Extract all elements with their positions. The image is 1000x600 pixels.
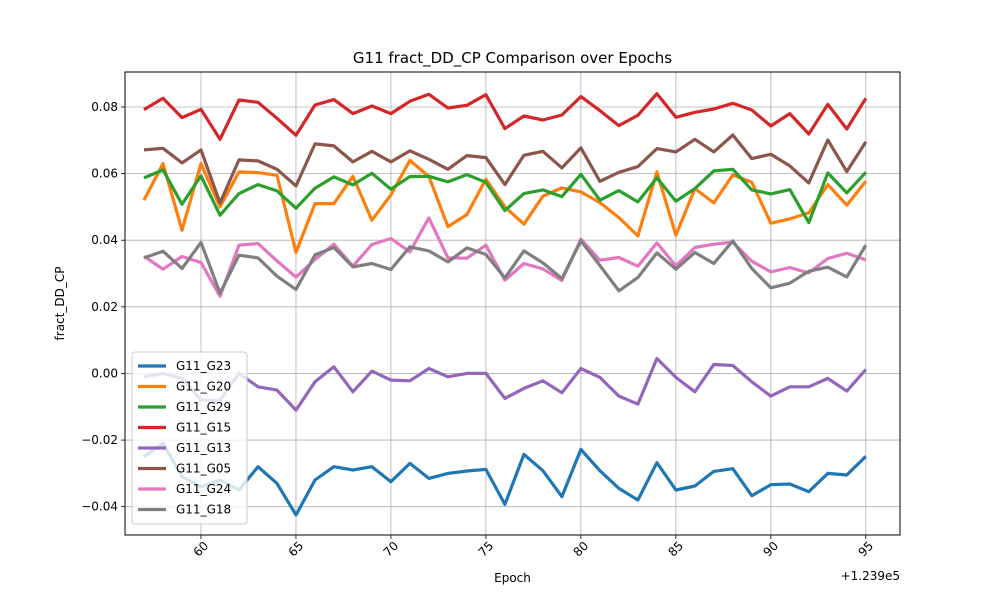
legend-entry: G11_G18 xyxy=(176,503,231,517)
y-axis-ticks: −0.04 −0.02 0.00 0.02 0.04 0.06 0.08 xyxy=(81,100,125,514)
series-line-g11-g18 xyxy=(143,239,868,295)
series-line-g11-g23 xyxy=(143,441,867,517)
y-axis-label: fract_DD_CP xyxy=(53,267,67,341)
series-line-g11-g20 xyxy=(142,158,868,255)
legend-entry: G11_G24 xyxy=(176,482,231,496)
legend-entry: G11_G23 xyxy=(176,359,231,373)
series-line-g11-g05 xyxy=(143,133,868,205)
series-line-g11-g24 xyxy=(143,216,867,298)
legend: G11_G23 G11_G20 G11_G29 G11_G15 G11_G13 G11_G… xyxy=(131,351,248,525)
y-tick-label: 0.00 xyxy=(91,366,118,380)
legend-entry: G11_G13 xyxy=(176,441,231,455)
y-tick-label: −0.02 xyxy=(81,433,118,447)
plot-frame xyxy=(124,71,901,536)
y-tick-label: 0.04 xyxy=(91,233,118,247)
series-line-g11-g15 xyxy=(143,92,868,141)
legend-box xyxy=(131,351,248,525)
y-tick-label: −0.04 xyxy=(81,500,118,514)
legend-entry: G11_G29 xyxy=(176,400,231,414)
chart-title: G11 fract_DD_CP Comparison over Epochs xyxy=(353,49,672,68)
series-line-g11-g13 xyxy=(143,356,868,412)
y-tick-label: 0.08 xyxy=(91,100,118,114)
legend-entry: G11_G20 xyxy=(176,380,231,394)
legend-entry: G11_G15 xyxy=(176,421,231,435)
y-tick-label: 0.02 xyxy=(91,300,118,314)
y-tick-label: 0.06 xyxy=(91,167,118,181)
series-lines xyxy=(142,92,868,517)
x-axis-offset-label: +1.239e5 xyxy=(841,569,900,583)
legend-entry: G11_G05 xyxy=(176,462,231,476)
x-axis-label: Epoch xyxy=(494,571,531,585)
series-line-g11-g29 xyxy=(143,167,867,225)
